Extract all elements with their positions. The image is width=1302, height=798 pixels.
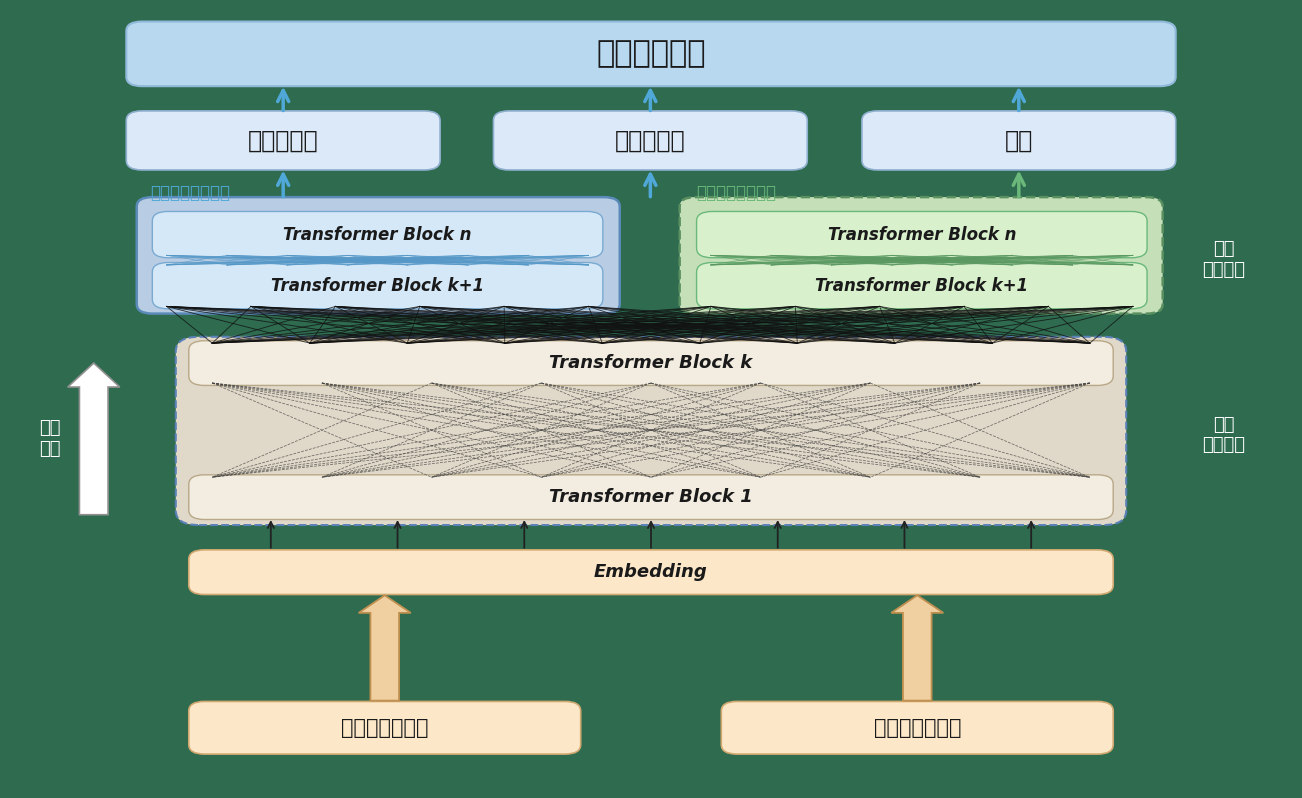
- Text: 自然语言生成网络: 自然语言生成网络: [697, 184, 776, 202]
- FancyBboxPatch shape: [697, 263, 1147, 309]
- Text: 通用
语义表示: 通用 语义表示: [1202, 416, 1246, 454]
- Text: Transformer Block k+1: Transformer Block k+1: [815, 277, 1029, 294]
- Text: Transformer Block n: Transformer Block n: [828, 226, 1016, 243]
- FancyBboxPatch shape: [189, 701, 581, 754]
- FancyBboxPatch shape: [152, 263, 603, 309]
- FancyBboxPatch shape: [493, 111, 807, 170]
- FancyArrow shape: [68, 363, 120, 515]
- FancyArrow shape: [358, 595, 411, 701]
- FancyBboxPatch shape: [126, 111, 440, 170]
- Text: 大规模知识图谱: 大规模知识图谱: [874, 717, 961, 738]
- Text: 任务
语义表示: 任务 语义表示: [1202, 240, 1246, 279]
- Text: Transformer Block k: Transformer Block k: [549, 354, 753, 372]
- Text: 自然语言理解网络: 自然语言理解网络: [150, 184, 229, 202]
- FancyBboxPatch shape: [721, 701, 1113, 754]
- FancyBboxPatch shape: [862, 111, 1176, 170]
- FancyBboxPatch shape: [189, 341, 1113, 385]
- FancyArrow shape: [891, 595, 943, 701]
- FancyBboxPatch shape: [152, 211, 603, 258]
- Text: 小样本学习: 小样本学习: [615, 128, 686, 152]
- FancyBboxPatch shape: [697, 211, 1147, 258]
- FancyBboxPatch shape: [680, 197, 1163, 314]
- FancyBboxPatch shape: [126, 22, 1176, 86]
- Text: Transformer Block n: Transformer Block n: [284, 226, 471, 243]
- Text: 持续
学习: 持续 学习: [39, 420, 60, 458]
- FancyBboxPatch shape: [176, 337, 1126, 525]
- FancyBboxPatch shape: [189, 550, 1113, 595]
- Text: 微调: 微调: [1005, 128, 1032, 152]
- Text: 大规模文本数据: 大规模文本数据: [341, 717, 428, 738]
- Text: Transformer Block k+1: Transformer Block k+1: [271, 277, 484, 294]
- Text: 各行各业应用: 各行各业应用: [596, 39, 706, 69]
- Text: 零样本学习: 零样本学习: [247, 128, 319, 152]
- FancyBboxPatch shape: [189, 475, 1113, 519]
- FancyBboxPatch shape: [137, 197, 620, 314]
- Text: Transformer Block 1: Transformer Block 1: [549, 488, 753, 506]
- Text: Embedding: Embedding: [594, 563, 708, 581]
